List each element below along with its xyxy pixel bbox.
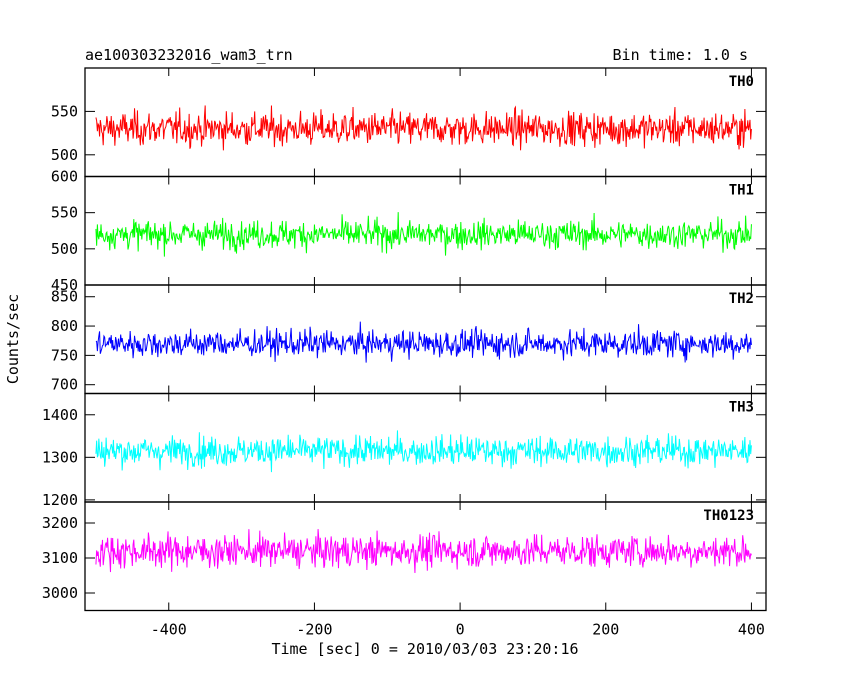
y-tick-label: 1300 bbox=[42, 448, 78, 466]
y-tick-label: 1200 bbox=[42, 491, 78, 509]
x-tick-label: -200 bbox=[296, 621, 332, 639]
series-th0 bbox=[95, 105, 752, 151]
panel-frame bbox=[84, 501, 767, 612]
y-axis-label: Counts/sec bbox=[4, 294, 22, 384]
y-tick-label: 800 bbox=[51, 317, 78, 335]
panel-th0123: 3000 3100 3200 TH0123 bbox=[42, 501, 767, 612]
y-tick-label: 500 bbox=[51, 146, 78, 164]
panel-th1: 450 500 550 600 TH1 bbox=[51, 168, 767, 294]
series-th3 bbox=[95, 430, 752, 473]
panel-label: TH2 bbox=[729, 291, 754, 307]
y-tick-label: 750 bbox=[51, 346, 78, 364]
y-tick-label: 550 bbox=[51, 204, 78, 222]
y-tick-label: 850 bbox=[51, 288, 78, 306]
y-tick-label: 1400 bbox=[42, 406, 78, 424]
panel-label: TH1 bbox=[729, 183, 754, 199]
series-th1 bbox=[95, 212, 752, 257]
y-tick-label: 700 bbox=[51, 376, 78, 394]
y-tick-label: 3100 bbox=[42, 549, 78, 567]
x-axis-label: Time [sec] 0 = 2010/03/03 23:20:16 bbox=[271, 640, 578, 658]
series-th2 bbox=[95, 321, 752, 363]
x-tick-label: -400 bbox=[151, 621, 187, 639]
panel-label: TH3 bbox=[729, 400, 754, 416]
chart-subtitle: Bin time: 1.0 s bbox=[613, 46, 748, 64]
x-tick-label: 0 bbox=[456, 621, 465, 639]
y-tick-label: 550 bbox=[51, 102, 78, 120]
series-th0123 bbox=[95, 529, 752, 574]
y-tick-label: 450 bbox=[51, 276, 78, 294]
y-tick-label: 500 bbox=[51, 240, 78, 258]
chart-title: ae100303232016_wam3_trn bbox=[85, 46, 293, 64]
y-tick-label: 3000 bbox=[42, 584, 78, 602]
panel-th0: 500 550 TH0 bbox=[51, 67, 767, 178]
panel-th2: 700 750 800 850 TH2 bbox=[51, 284, 767, 395]
y-tick-label: 3200 bbox=[42, 514, 78, 532]
panel-label: TH0 bbox=[729, 74, 754, 90]
x-tick-label: 200 bbox=[592, 621, 619, 639]
y-tick-label: 600 bbox=[51, 168, 78, 186]
panel-th3: 1200 1300 1400 TH3 bbox=[42, 392, 767, 509]
x-tick-label: 400 bbox=[738, 621, 765, 639]
panels-group: 500 550 TH0 450 500 550 600 TH1 700 750 800 850 TH2 1… bbox=[42, 67, 767, 639]
panel-label: TH0123 bbox=[703, 508, 754, 524]
